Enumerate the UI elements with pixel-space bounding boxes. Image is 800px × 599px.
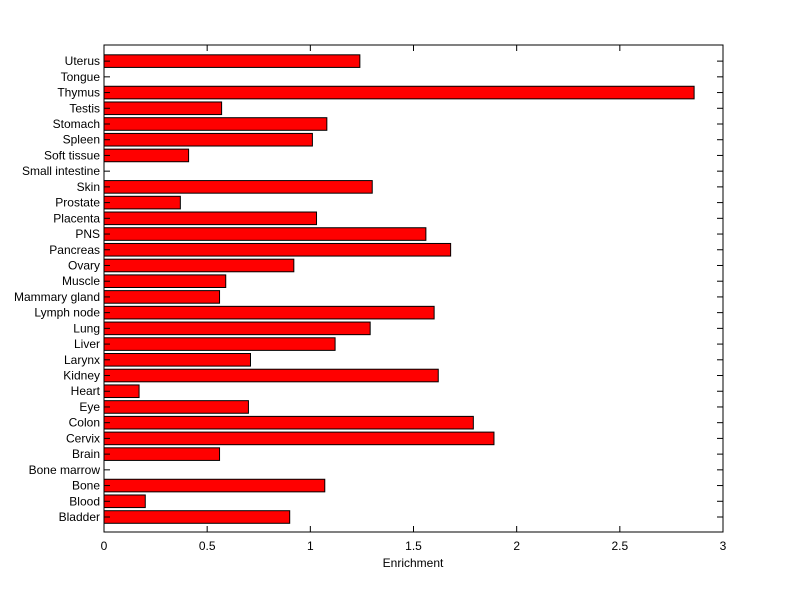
bar-cervix [103, 431, 495, 446]
category-label-brain: Brain [72, 447, 100, 461]
x-tick-labels: 0 0.5 1 1.5 2 2.5 3 [101, 539, 727, 553]
bar-pns [103, 227, 427, 241]
bar-blood [103, 494, 146, 509]
category-label-muscle: Muscle [62, 274, 100, 288]
bar-ovary [103, 258, 295, 273]
category-label-bladder: Bladder [59, 510, 100, 524]
category-label-lung: Lung [73, 321, 100, 335]
bar-soft-tissue [103, 148, 190, 163]
x-tick-label: 1 [307, 539, 314, 553]
bar-spleen [103, 132, 313, 147]
category-label-pns: PNS [75, 227, 100, 241]
x-tick-label: 2 [513, 539, 520, 553]
bar-brain [103, 447, 221, 461]
category-label-mammary-gland: Mammary gland [14, 290, 100, 304]
category-label-kidney: Kidney [63, 369, 100, 383]
bar-skin [103, 180, 373, 194]
bar-liver [103, 337, 336, 351]
category-label-bone: Bone [72, 479, 100, 493]
category-label-prostate: Prostate [55, 196, 100, 210]
category-label-spleen: Spleen [63, 133, 100, 147]
bar-stomach [103, 117, 328, 131]
bars-layer [103, 54, 695, 524]
bar-placenta [103, 211, 318, 226]
category-label-pancreas: Pancreas [49, 243, 100, 257]
bar-uterus [103, 54, 361, 68]
category-label-liver: Liver [74, 337, 100, 351]
category-label-thymus: Thymus [57, 86, 100, 100]
category-label-ovary: Ovary [68, 258, 100, 272]
category-label-small-intestine: Small intestine [22, 164, 100, 178]
category-label-bone-marrow: Bone marrow [29, 463, 101, 477]
x-tick-label: 3 [720, 539, 727, 553]
bar-larynx [103, 353, 251, 367]
category-label-soft-tissue: Soft tissue [44, 148, 100, 162]
bar-bladder [103, 510, 291, 524]
bar-mammary-gland [103, 290, 221, 304]
bar-kidney [103, 368, 439, 383]
category-label-colon: Colon [69, 416, 100, 430]
category-label-lymph-node: Lymph node [34, 306, 100, 320]
x-tick-label: 0 [101, 539, 108, 553]
bar-muscle [103, 274, 227, 288]
bar-thymus [103, 85, 695, 100]
bar-testis [103, 101, 223, 116]
category-label-eye: Eye [79, 400, 100, 414]
category-label-heart: Heart [71, 384, 101, 398]
category-label-tongue: Tongue [61, 70, 101, 84]
x-tick-label: 2.5 [611, 539, 628, 553]
category-label-testis: Testis [69, 101, 100, 115]
category-label-blood: Blood [69, 494, 100, 508]
bar-bone [103, 478, 326, 493]
bar-lymph-node [103, 305, 435, 320]
category-label-larynx: Larynx [64, 353, 100, 367]
bar-pancreas [103, 242, 452, 257]
x-tick-label: 0.5 [199, 539, 216, 553]
ticks-layer [103, 45, 724, 532]
x-tick-label: 1.5 [405, 539, 422, 553]
category-label-uterus: Uterus [65, 54, 100, 68]
category-label-skin: Skin [77, 180, 100, 194]
category-label-stomach: Stomach [53, 117, 100, 131]
category-label-cervix: Cervix [66, 431, 100, 445]
bar-eye [103, 400, 249, 414]
category-label-placenta: Placenta [53, 211, 100, 225]
bar-colon [103, 415, 474, 430]
bar-prostate [103, 195, 181, 210]
x-axis-title: Enrichment [383, 556, 444, 570]
bar-lung [103, 321, 371, 336]
